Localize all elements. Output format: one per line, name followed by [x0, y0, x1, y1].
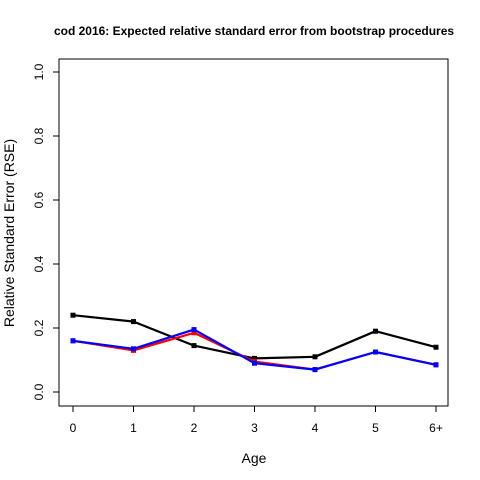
- data-point: [70, 338, 76, 344]
- chart-title: cod 2016: Expected relative standard err…: [54, 24, 454, 38]
- series-1: [70, 330, 439, 373]
- x-tick-label: 6+: [429, 421, 443, 435]
- data-point: [433, 362, 439, 368]
- y-tick-label: 0.4: [32, 255, 46, 272]
- x-tick-label: 2: [191, 421, 198, 435]
- data-point: [252, 355, 257, 361]
- series-layer: [70, 312, 439, 373]
- y-axis-title: Relative Standard Error (RSE): [1, 139, 17, 327]
- data-point: [433, 344, 439, 350]
- series-2: [70, 327, 439, 373]
- data-point: [191, 327, 197, 333]
- data-point: [70, 312, 76, 318]
- data-point: [131, 346, 136, 352]
- x-tick-label: 5: [372, 421, 379, 435]
- series-0: [70, 312, 439, 361]
- y-tick-label: 0.0: [32, 383, 46, 400]
- y-tick-label: 0.6: [32, 191, 46, 208]
- x-axis: 0 1 2 3 4 5 6+: [70, 405, 443, 435]
- data-point: [373, 328, 378, 334]
- data-point: [373, 349, 378, 355]
- x-tick-label: 4: [312, 421, 319, 435]
- x-axis-title: Age: [242, 450, 267, 466]
- y-tick-label: 0.2: [32, 319, 46, 336]
- data-point: [312, 367, 318, 373]
- y-tick-label: 0.8: [32, 127, 46, 144]
- x-tick-label: 0: [70, 421, 77, 435]
- y-axis: 0.0 0.2 0.4 0.6 0.8 1.0: [32, 63, 60, 400]
- data-point: [191, 330, 197, 336]
- data-point: [312, 354, 318, 360]
- data-point: [252, 360, 257, 366]
- data-point: [131, 319, 136, 325]
- y-tick-label: 1.0: [32, 63, 46, 80]
- x-tick-label: 3: [251, 421, 258, 435]
- x-tick-label: 1: [130, 421, 137, 435]
- data-point: [191, 343, 197, 349]
- series-line: [72, 314, 437, 360]
